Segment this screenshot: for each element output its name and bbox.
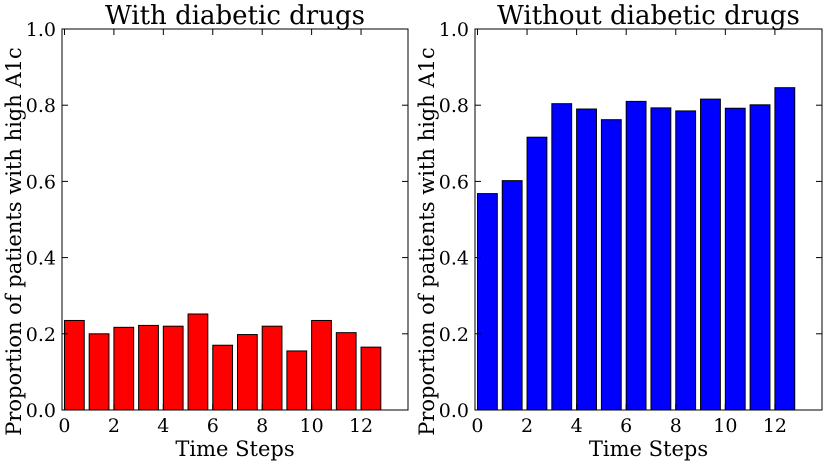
bar-t9 [286, 350, 308, 411]
bar-t2 [113, 326, 135, 411]
bar-t3 [138, 324, 159, 411]
y-tick-label: 0.6 [26, 171, 56, 193]
chart-with-drugs: 0.0 0.2 0.4 0.6 0.8 1.0 0 2 4 6 8 10 12 With diabetic… [2, 1, 409, 461]
bar-t12 [774, 87, 796, 411]
x-tick-label: 10 [713, 415, 737, 437]
bar-t12 [360, 346, 382, 411]
bar-t4 [162, 325, 184, 411]
x-tick-label: 2 [108, 415, 120, 437]
bar-t8 [261, 325, 283, 411]
bar-t8 [675, 110, 697, 411]
x-tick-label: 8 [256, 415, 268, 437]
bar-t1 [501, 180, 523, 411]
y-axis-label: Proportion of patients with high A1c [2, 47, 26, 436]
bar-t11 [335, 332, 357, 411]
x-tick-label: 12 [349, 415, 373, 437]
plot-frame [61, 28, 409, 411]
x-tick-label: 2 [521, 415, 533, 437]
bar-t6 [625, 100, 647, 411]
y-tick-label: 0.0 [439, 400, 469, 422]
bar-t10 [311, 319, 332, 411]
x-tick-label: 6 [620, 415, 632, 437]
bar-t0 [476, 193, 498, 411]
x-axis-label: Time Steps [589, 437, 708, 461]
chart-without-drugs: 0.0 0.2 0.4 0.6 0.8 1.0 0 2 4 6 8 10 12 Without diabe… [415, 1, 823, 461]
y-tick-label: 1.0 [439, 19, 469, 41]
bar-t9 [700, 98, 721, 411]
bar-t5 [600, 119, 622, 411]
y-tick-label: 0.4 [439, 248, 469, 270]
x-tick-label: 0 [58, 415, 70, 437]
x-tick-label: 6 [207, 415, 219, 437]
x-tick-label: 4 [157, 415, 169, 437]
bar-t2 [526, 136, 548, 411]
y-tick-label: 0.6 [439, 171, 469, 193]
y-axis-label: Proportion of patients with high A1c [415, 47, 439, 436]
y-tick-label: 0.0 [26, 400, 56, 422]
y-tick-label: 0.2 [26, 324, 56, 346]
y-tick-label: 0.2 [439, 324, 469, 346]
x-tick-label: 12 [763, 415, 787, 437]
bar-t10 [724, 107, 746, 411]
y-tick-label: 0.8 [26, 95, 56, 117]
y-tick-label: 1.0 [26, 19, 56, 41]
chart-title: With diabetic drugs [105, 1, 365, 31]
bar-t6 [212, 344, 234, 411]
x-tick-label: 10 [300, 415, 324, 437]
bar-t7 [236, 334, 258, 411]
bar-t7 [650, 107, 672, 411]
bar-t1 [88, 333, 110, 411]
y-tick-label: 0.8 [439, 95, 469, 117]
chart-title: Without diabetic drugs [497, 1, 800, 31]
bar-t3 [551, 103, 573, 411]
x-axis-label: Time Steps [175, 437, 294, 461]
x-tick-label: 0 [471, 415, 483, 437]
bar-t5 [187, 313, 209, 411]
plot-frame [474, 28, 823, 411]
bar-t11 [749, 104, 771, 411]
x-tick-label: 4 [571, 415, 583, 437]
x-tick-label: 8 [670, 415, 682, 437]
bar-t4 [576, 108, 597, 411]
y-tick-label: 0.4 [26, 248, 56, 270]
